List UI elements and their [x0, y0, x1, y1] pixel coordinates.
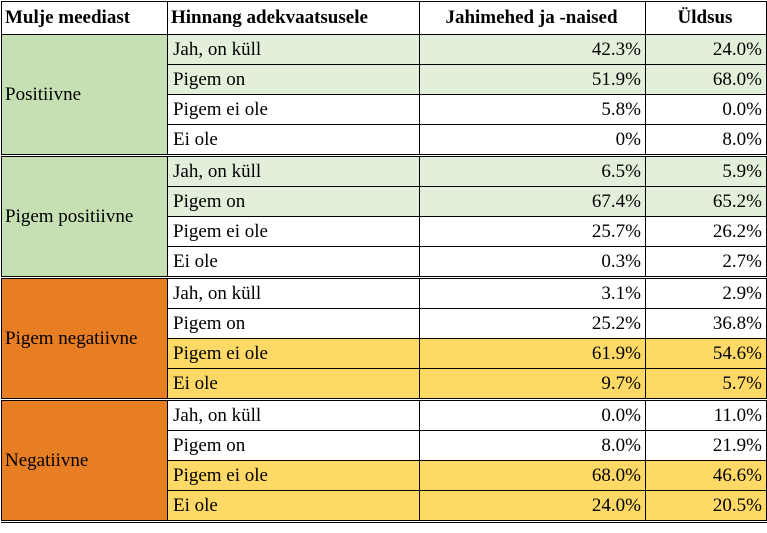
- table-row: Pigem negatiivne Jah, on küll 3.1% 2.9%: [1, 277, 767, 401]
- group-label: Positiivne: [1, 34, 168, 157]
- group-label: Pigem positiivne: [1, 155, 168, 279]
- media-impression-table: Mulje meediast Hinnang adekvaatsusele Ja…: [1, 1, 767, 523]
- hunters-value-cell: 61.9%: [419, 338, 646, 369]
- hunters-value-cell: 8.0%: [419, 430, 646, 461]
- hunters-value-cell: 68.0%: [419, 460, 646, 491]
- rating-cell: Ei ole: [167, 246, 420, 279]
- table-row: Pigem on 51.9% 68.0%: [2, 64, 767, 95]
- hunters-value-cell: 0.0%: [419, 399, 646, 431]
- table-row: Pigem on 67.4% 65.2%: [2, 186, 767, 217]
- rating-cell: Ei ole: [167, 490, 420, 523]
- header-row: Mulje meediast Hinnang adekvaatsusele Ja…: [1, 1, 767, 35]
- public-value-cell: 24.0%: [645, 34, 767, 65]
- public-value-cell: 8.0%: [645, 124, 767, 157]
- public-value-cell: 2.9%: [645, 277, 767, 309]
- rating-cell: Jah, on küll: [167, 155, 420, 187]
- public-value-cell: 54.6%: [645, 338, 767, 369]
- table-row: Ei ole 9.7% 5.7%: [2, 368, 767, 401]
- group-label: Negatiivne: [1, 399, 168, 523]
- public-value-cell: 20.5%: [645, 490, 767, 523]
- hunters-value-cell: 67.4%: [419, 186, 646, 217]
- hunters-value-cell: 3.1%: [419, 277, 646, 309]
- public-value-cell: 36.8%: [645, 308, 767, 339]
- hunters-value-cell: 0%: [419, 124, 646, 157]
- table-row: Ei ole 24.0% 20.5%: [2, 490, 767, 523]
- table-row: Pigem ei ole 68.0% 46.6%: [2, 460, 767, 491]
- rating-cell: Pigem ei ole: [167, 216, 420, 247]
- hunters-value-cell: 24.0%: [419, 490, 646, 523]
- rating-cell: Jah, on küll: [167, 277, 420, 309]
- header-hunters: Jahimehed ja -naised: [419, 1, 646, 35]
- header-public: Üldsus: [645, 1, 767, 35]
- table-row: Pigem positiivne Jah, on küll 6.5% 5.9%: [1, 155, 767, 279]
- hunters-value-cell: 0.3%: [419, 246, 646, 279]
- rating-cell: Pigem on: [167, 308, 420, 339]
- hunters-value-cell: 42.3%: [419, 34, 646, 65]
- public-value-cell: 68.0%: [645, 64, 767, 95]
- table-row: Pigem ei ole 5.8% 0.0%: [2, 94, 767, 125]
- public-value-cell: 46.6%: [645, 460, 767, 491]
- rating-cell: Pigem ei ole: [167, 94, 420, 125]
- table-body: Positiivne Jah, on küll 42.3% 24.0% Pigem on…: [1, 34, 767, 523]
- hunters-value-cell: 9.7%: [419, 368, 646, 401]
- table-row: Negatiivne Jah, on küll 0.0% 11.0%: [1, 399, 767, 523]
- rating-cell: Pigem ei ole: [167, 460, 420, 491]
- table-row: Pigem ei ole 25.7% 26.2%: [2, 216, 767, 247]
- rating-cell: Jah, on küll: [167, 34, 420, 65]
- hunters-value-cell: 6.5%: [419, 155, 646, 187]
- rating-cell: Pigem on: [167, 186, 420, 217]
- public-value-cell: 5.9%: [645, 155, 767, 187]
- rating-cell: Jah, on küll: [167, 399, 420, 431]
- group-label: Pigem negatiivne: [1, 277, 168, 401]
- public-value-cell: 5.7%: [645, 368, 767, 401]
- public-value-cell: 65.2%: [645, 186, 767, 217]
- header-media-impression: Mulje meediast: [1, 1, 168, 35]
- header-adequacy-rating: Hinnang adekvaatsusele: [167, 1, 420, 35]
- hunters-value-cell: 25.2%: [419, 308, 646, 339]
- table-row: Ei ole 0% 8.0%: [2, 124, 767, 157]
- rating-cell: Ei ole: [167, 368, 420, 401]
- public-value-cell: 11.0%: [645, 399, 767, 431]
- rating-cell: Pigem on: [167, 430, 420, 461]
- hunters-value-cell: 25.7%: [419, 216, 646, 247]
- public-value-cell: 21.9%: [645, 430, 767, 461]
- table-row: Ei ole 0.3% 2.7%: [2, 246, 767, 279]
- table-row: Pigem on 25.2% 36.8%: [2, 308, 767, 339]
- hunters-value-cell: 5.8%: [419, 94, 646, 125]
- public-value-cell: 26.2%: [645, 216, 767, 247]
- public-value-cell: 0.0%: [645, 94, 767, 125]
- rating-cell: Ei ole: [167, 124, 420, 157]
- public-value-cell: 2.7%: [645, 246, 767, 279]
- hunters-value-cell: 51.9%: [419, 64, 646, 95]
- rating-cell: Pigem on: [167, 64, 420, 95]
- table-row: Positiivne Jah, on küll 42.3% 24.0%: [1, 34, 767, 157]
- rating-cell: Pigem ei ole: [167, 338, 420, 369]
- table-row: Pigem ei ole 61.9% 54.6%: [2, 338, 767, 369]
